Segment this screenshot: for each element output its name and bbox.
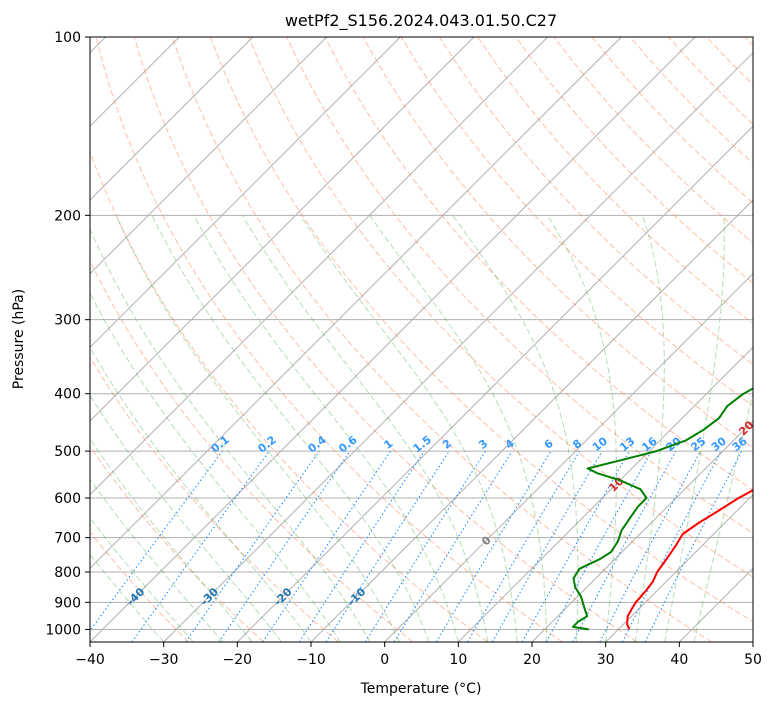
mixing-ratio-line: [185, 450, 320, 642]
y-tick-label: 900: [54, 595, 81, 611]
moist-adiabat: [90, 438, 253, 642]
y-tick-label: 200: [54, 208, 81, 224]
dry-adiabat: [90, 445, 264, 642]
y-tick-label: 400: [54, 387, 81, 403]
x-tick-label: 30: [597, 652, 615, 668]
dry-adiabat: [515, 37, 753, 284]
moist-adiabat: [90, 292, 341, 642]
x-tick-label: 50: [744, 652, 762, 668]
moist-adiabat: [90, 516, 194, 642]
y-tick-label: 1000: [45, 622, 81, 638]
moist-adiabat: [242, 215, 489, 642]
isotherm-line: [457, 346, 753, 642]
moist-adiabats: [90, 215, 753, 642]
moist-adiabat: [115, 215, 400, 642]
dry-adiabat: [248, 37, 753, 578]
isotherm-line: [90, 37, 475, 422]
mixing-ratio-line: [325, 450, 450, 642]
dry-adiabat: [438, 37, 753, 366]
dewpoint-profile-line: [571, 387, 753, 631]
isotherm-line: [90, 37, 401, 349]
y-tick-label: 300: [54, 313, 81, 329]
plot-frame: [89, 36, 754, 643]
mixing-ratio-line: [393, 450, 513, 642]
mixing-ratio-line: [218, 450, 351, 642]
y-axis-ticks: 100 200 300 400 500 600 700 800 900 1000: [45, 30, 90, 638]
moist-adiabat: [664, 215, 725, 642]
moist-adiabat: [547, 215, 617, 642]
dry-adiabat: [171, 37, 712, 642]
dry-adiabat: [286, 37, 753, 534]
x-axis-ticks: −40 −30 −20 −10 0 10 20 30 40 50: [75, 642, 762, 668]
moist-adiabat: [90, 553, 165, 642]
moist-adiabat: [634, 215, 665, 642]
isotherm-line: [90, 37, 328, 275]
mixing-ratio-lines: [90, 450, 743, 642]
sounding-profiles: [571, 387, 753, 631]
isotherm-line: [384, 272, 753, 642]
y-tick-label: 500: [54, 444, 81, 460]
x-tick-label: 40: [670, 652, 688, 668]
moist-adiabat: [193, 215, 459, 642]
isotherm-line: [90, 37, 254, 201]
x-tick-label: 0: [380, 652, 389, 668]
moist-adiabat: [452, 215, 579, 642]
mixing-ratio-line: [572, 450, 677, 642]
x-tick-label: −10: [296, 652, 326, 668]
y-tick-label: 600: [54, 491, 81, 507]
x-axis-label: Temperature (°C): [360, 681, 482, 697]
moist-adiabat: [369, 215, 548, 642]
x-tick-label: 10: [449, 652, 467, 668]
dry-adiabat: [90, 356, 339, 642]
x-tick-label: 20: [523, 652, 541, 668]
pressure-gridlines: [90, 37, 753, 630]
y-tick-label: 800: [54, 565, 81, 581]
x-tick-label: −30: [149, 652, 179, 668]
dry-adiabat: [90, 150, 488, 642]
plot-area: -100-90-80-70-60-50-40-30-20-10010203040…: [90, 37, 753, 642]
isotherm-line: [605, 493, 753, 642]
mixing-ratio-line: [262, 450, 392, 642]
moist-adiabat: [151, 215, 430, 642]
dry-adiabat: [133, 37, 638, 642]
moist-adiabat: [299, 215, 518, 642]
mixing-ratio-line: [131, 450, 270, 642]
dry-adiabats: [90, 37, 753, 642]
dry-adiabat: [210, 37, 753, 623]
isotherm-line: [90, 37, 549, 496]
isotherm-line: [163, 51, 753, 642]
isotherm-line: [236, 125, 753, 642]
x-tick-label: −20: [223, 652, 253, 668]
y-tick-label: 100: [54, 30, 81, 46]
moist-adiabat: [90, 394, 282, 642]
mixing-ratio-line: [90, 450, 223, 632]
moist-adiabat: [693, 390, 753, 642]
temperature-profile-line: [626, 489, 753, 630]
isotherm-line: [531, 420, 753, 642]
moist-adiabat: [90, 228, 371, 642]
y-tick-label: 700: [54, 531, 81, 547]
isotherm-line: [90, 37, 622, 570]
chart-title: wetPf2_S156.2024.043.01.50.C27: [285, 11, 557, 31]
isotherm-line: [90, 37, 696, 642]
dry-adiabat: [95, 37, 563, 642]
dry-adiabat: [400, 37, 753, 407]
dry-adiabat: [90, 259, 414, 642]
mixing-ratio-line: [521, 450, 630, 642]
mixing-ratio-line: [644, 450, 743, 642]
moist-adiabat: [90, 478, 223, 642]
skewed-isotherms: [90, 37, 753, 642]
x-tick-label: −40: [75, 652, 105, 668]
moist-adiabat: [90, 346, 312, 642]
mixing-ratio-line: [298, 450, 425, 642]
y-axis-label: Pressure (hPa): [11, 289, 27, 389]
dry-adiabat: [90, 531, 190, 642]
